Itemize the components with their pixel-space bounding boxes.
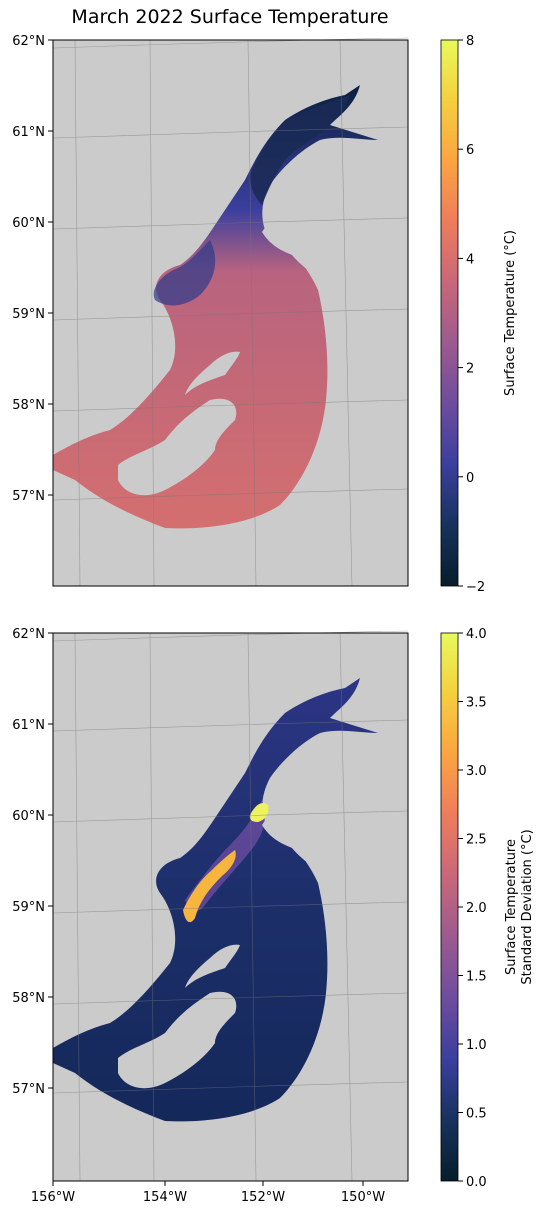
lat-tick-label: 62°N: [12, 627, 45, 642]
std-high-band: [183, 850, 236, 923]
afognak-island: [185, 351, 240, 395]
colorbar-tick-label: 2.5: [466, 833, 487, 848]
kenai-land-2: [262, 793, 408, 883]
lat-tick-label: 62°N: [12, 34, 45, 49]
kenai-land: [262, 200, 408, 290]
colorbar: [440, 632, 459, 1182]
colorbar-label: Surface Temperature (°C): [503, 230, 518, 396]
lon-tick-label: 154°W: [143, 1190, 187, 1205]
afognak-island-2: [185, 944, 240, 988]
lat-tick-label: 57°N: [12, 489, 45, 504]
colorbar-tick-label: 2.0: [466, 901, 487, 916]
colorbar-tick-label: 1.0: [466, 1038, 487, 1053]
islands-south: [112, 536, 158, 551]
colorbar-tick-label: 6: [466, 143, 474, 158]
map-panel-std: [52, 630, 409, 1182]
lat-tick-label: 61°N: [12, 125, 45, 140]
colorbar-tick-label: 8: [466, 34, 474, 49]
colorbar: [440, 39, 459, 587]
temperature-cold-zone: [250, 95, 350, 205]
colorbar-tick-label: 3.5: [466, 696, 487, 711]
lon-tick-label: 156°W: [31, 1190, 75, 1205]
lon-tick-label: 152°W: [241, 1190, 285, 1205]
colorbar-tick-label: −2: [466, 580, 485, 595]
lon-tick-label: 150°W: [341, 1190, 385, 1205]
colorbar-label-line1: Surface Temperature: [504, 839, 519, 975]
lat-tick-label: 60°N: [12, 809, 45, 824]
lat-tick-label: 58°N: [12, 398, 45, 413]
islands-south-2: [112, 1129, 158, 1144]
map-panel-temperature: [52, 37, 409, 587]
colorbar-tick-label: 0.5: [466, 1107, 487, 1122]
colorbar-tick-label: 1.5: [466, 970, 487, 985]
lat-tick-label: 58°N: [12, 991, 45, 1006]
colorbar-tick-label: 3.0: [466, 764, 487, 779]
std-field: [53, 678, 378, 1122]
axes-layer: 62°N 61°N 60°N 59°N 58°N 57°N 8 6 4 2 0 −2 Surface T…: [12, 34, 535, 1205]
lat-tick-label: 61°N: [12, 718, 45, 733]
map-frame-2: [52, 632, 409, 1182]
std-hotspot: [249, 803, 269, 822]
kodiak-island-2: [118, 991, 237, 1089]
colorbar-tick-label: 2: [466, 362, 474, 377]
kodiak-island: [118, 398, 237, 496]
colorbar-tick-label: 4.0: [466, 627, 487, 642]
temperature-field: [53, 85, 378, 529]
graticule-2: [52, 630, 409, 1182]
temperature-inlet-zone: [153, 240, 216, 306]
lat-tick-label: 57°N: [12, 1082, 45, 1097]
figure-title: March 2022 Surface Temperature: [71, 6, 389, 28]
graticule-1: [52, 37, 409, 587]
colorbar-tick-label: 4: [466, 252, 474, 267]
colorbar-tick-label: 0.0: [466, 1175, 487, 1190]
lat-tick-label: 60°N: [12, 216, 45, 231]
colorbar-label-line2: Standard Deviation (°C): [520, 829, 535, 984]
lat-tick-label: 59°N: [12, 307, 45, 322]
colorbar-tick-label: 0: [466, 471, 474, 486]
lat-tick-label: 59°N: [12, 900, 45, 915]
